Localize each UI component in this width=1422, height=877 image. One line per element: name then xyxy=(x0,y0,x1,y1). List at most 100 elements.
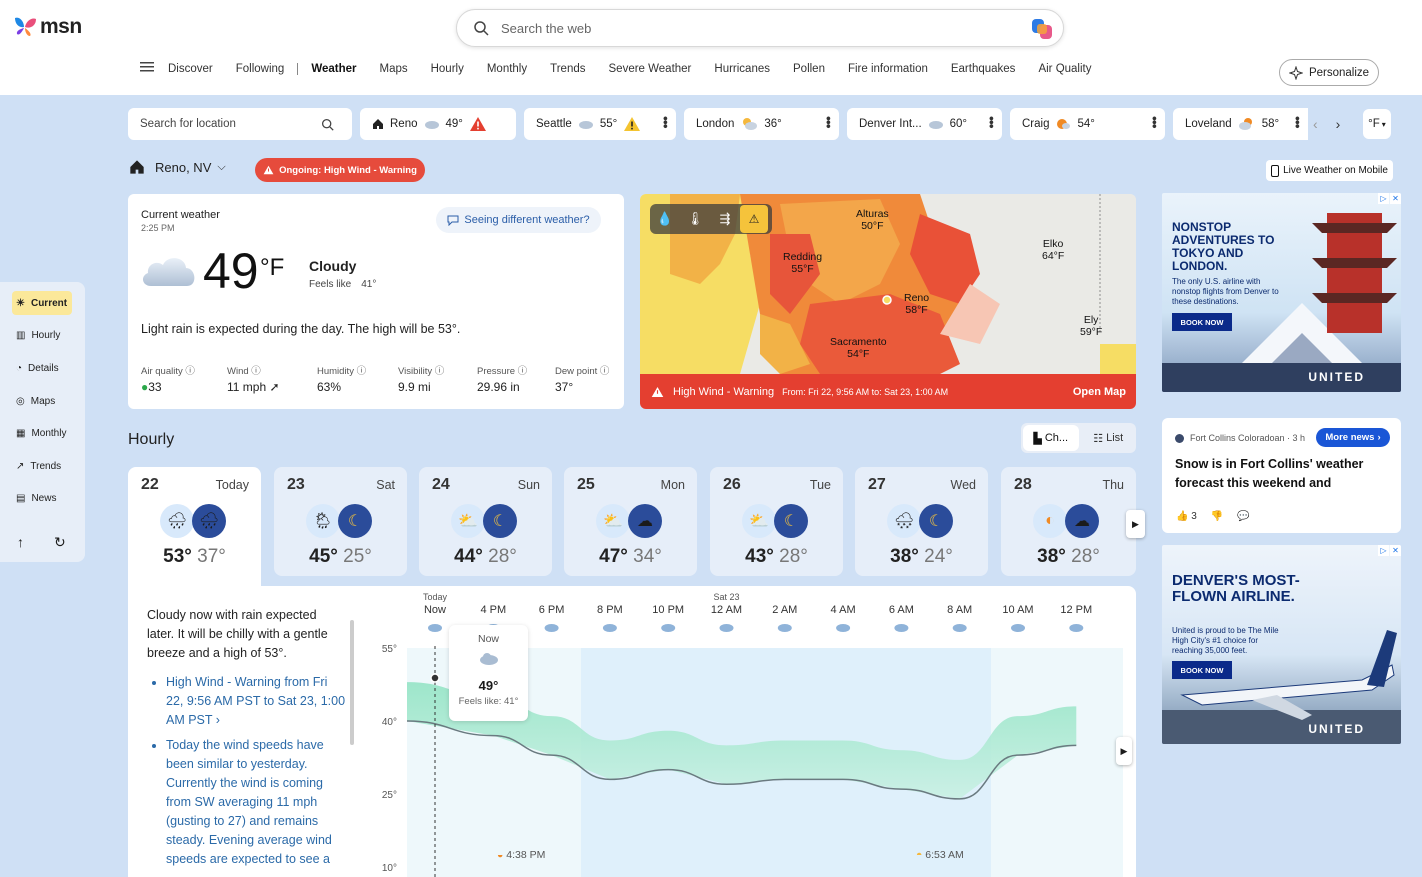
sidenav-news[interactable]: ▤ News xyxy=(16,492,57,504)
nav-discover[interactable]: Discover xyxy=(168,62,213,75)
location-card-loveland[interactable]: Loveland 58° ••• xyxy=(1173,108,1308,140)
nav-earthquakes[interactable]: Earthquakes xyxy=(950,62,1016,75)
day-card-27[interactable]: 27 Wed 🌨 ☾ 38° 24° xyxy=(855,467,988,576)
copilot-icon[interactable] xyxy=(1029,16,1055,42)
location-card-london[interactable]: London 36° ••• xyxy=(684,108,839,140)
location-card-seattle[interactable]: Seattle 55° ••• xyxy=(524,108,676,140)
day-card-22[interactable]: 22 Today 🌧 🌧 53° 37° xyxy=(128,467,261,587)
stat-pressure[interactable]: Pressure ⓘ 29.96 in xyxy=(477,363,527,394)
stat-visibility[interactable]: Visibility ⓘ 9.9 mi xyxy=(398,363,444,394)
more-options-icon[interactable]: ••• xyxy=(1147,116,1163,128)
comment-icon[interactable]: 💬 xyxy=(1237,511,1250,522)
city-selector[interactable]: Reno, NV ⌵ xyxy=(129,159,226,175)
stat-label: Dew point xyxy=(555,366,598,377)
nav-hurricanes[interactable]: Hurricanes xyxy=(714,62,770,75)
thumbs-up-icon[interactable]: 👍 3 xyxy=(1176,511,1197,522)
refresh-icon[interactable]: ↻ xyxy=(54,534,66,550)
location-temp: 58° xyxy=(1261,118,1280,130)
more-options-icon[interactable]: ••• xyxy=(1290,116,1306,128)
day-card-23[interactable]: 23 Sat 🌦 ☾ 45° 25° xyxy=(274,467,407,576)
msn-logo[interactable]: msn xyxy=(12,14,82,40)
close-icon[interactable]: ✕ xyxy=(1390,193,1401,204)
location-card-reno[interactable]: Reno 49° xyxy=(360,108,516,140)
day-card-28[interactable]: 28 Thu ◐ ☁ 38° 28° xyxy=(1001,467,1136,576)
ad-info-icon[interactable]: ▷ xyxy=(1378,193,1389,204)
chevron-down-icon: ⌵ xyxy=(217,160,226,173)
ad-choices[interactable]: ▷ ✕ xyxy=(1378,545,1401,556)
nav-hourly[interactable]: Hourly xyxy=(430,62,464,75)
scroll-top-icon[interactable]: ↑ xyxy=(17,534,24,550)
ad-choices[interactable]: ▷ ✕ xyxy=(1378,193,1401,204)
more-options-icon[interactable]: ••• xyxy=(984,116,1000,128)
search-input[interactable] xyxy=(501,20,981,36)
close-icon[interactable]: ✕ xyxy=(1390,545,1401,556)
day-card-24[interactable]: 24 Sun ⛅ ☾ 44° 28° xyxy=(419,467,552,576)
news-headline[interactable]: Snow is in Fort Collins' weather forecas… xyxy=(1175,457,1364,490)
more-options-icon[interactable]: ••• xyxy=(658,116,674,128)
alert-badge[interactable]: Ongoing: High Wind - Warning xyxy=(255,158,425,182)
hour-weather-icon xyxy=(1011,624,1025,632)
location-search-input[interactable]: Search for location xyxy=(128,108,352,140)
ad-info-icon[interactable]: ▷ xyxy=(1378,545,1389,556)
wind-layer-icon[interactable]: ⇶ xyxy=(719,211,731,226)
nav-air-quality[interactable]: Air Quality xyxy=(1038,62,1092,75)
sidenav-maps[interactable]: ◎ Maps xyxy=(16,395,56,407)
ad-book-now-button[interactable]: BOOK NOW xyxy=(1172,313,1232,331)
more-news-button[interactable]: More news › xyxy=(1316,428,1390,447)
open-map-link[interactable]: Open Map xyxy=(1072,385,1126,398)
sidenav-current[interactable]: ☀ Current xyxy=(12,291,72,315)
narrative-scrollbar[interactable] xyxy=(350,620,354,745)
nav-fire-information[interactable]: Fire information xyxy=(847,62,928,75)
nav-weather[interactable]: Weather xyxy=(311,62,357,75)
rain-cloud-icon: 🌧 xyxy=(160,504,194,538)
nav-following[interactable]: Following xyxy=(235,62,285,75)
precipitation-layer-icon[interactable]: 💧 xyxy=(656,211,674,226)
x-hour-label: 4 PM xyxy=(480,604,506,616)
ad-banner-tokyo[interactable]: NONSTOP ADVENTURES TO TOKYO AND LONDON. … xyxy=(1162,193,1401,392)
nav-trends[interactable]: Trends xyxy=(550,62,586,75)
temperature-layer-icon[interactable]: 🌡 xyxy=(686,211,704,226)
web-search-box[interactable] xyxy=(456,9,1064,47)
map-alert-range: From: Fri 22, 9:56 AM to: Sat 23, 1:00 A… xyxy=(782,386,949,397)
stat-humidity[interactable]: Humidity ⓘ 63% xyxy=(317,363,366,394)
sidenav-monthly[interactable]: ▦ Monthly xyxy=(16,427,67,439)
more-options-icon[interactable]: ••• xyxy=(821,116,837,128)
nav-pollen[interactable]: Pollen xyxy=(793,62,825,75)
news-card[interactable]: Fort Collins Coloradoan · 3 h More news ›… xyxy=(1162,418,1401,533)
chevron-left-icon[interactable]: ‹ xyxy=(1313,116,1318,132)
nav-maps[interactable]: Maps xyxy=(379,62,408,75)
bullet-wind-warning[interactable]: High Wind - Warning from Fri 22, 9:56 AM… xyxy=(166,673,348,730)
chart-view-tab[interactable]: ▙ Ch... xyxy=(1023,425,1079,451)
sidenav-details[interactable]: ◔ Details xyxy=(16,362,59,374)
sidenav-trends[interactable]: ↗ Trends xyxy=(16,460,62,472)
unit-toggle-button[interactable]: °F ▾ xyxy=(1363,109,1391,139)
stat-air-quality[interactable]: Air quality ⓘ ●33 xyxy=(141,363,195,394)
location-card-denver[interactable]: Denver Int... 60° ••• xyxy=(847,108,1002,140)
thumbs-down-icon[interactable]: 👎 xyxy=(1210,511,1224,522)
ad-banner-denver[interactable]: DENVER'S MOST-FLOWN AIRLINE. United is p… xyxy=(1162,545,1401,744)
next-days-button[interactable]: ▶ xyxy=(1126,510,1145,538)
weather-map[interactable]: 💧 🌡 ⇶ ⚠ Alturas 50°F Redding 55°F Elko 64°F… xyxy=(640,194,1136,409)
ad-book-now-button[interactable]: BOOK NOW xyxy=(1172,661,1232,679)
chevron-right-icon: › xyxy=(1377,432,1381,443)
location-name: Denver Int... xyxy=(859,118,922,130)
day-card-26[interactable]: 26 Tue ⛅ ☾ 43° 28° xyxy=(710,467,843,576)
chart-next-button[interactable]: ▶ xyxy=(1116,737,1132,765)
list-view-tab[interactable]: ☷ List xyxy=(1093,432,1124,445)
nav-severe-weather[interactable]: Severe Weather xyxy=(608,62,692,75)
seeing-different-weather-button[interactable]: Seeing different weather? xyxy=(436,207,601,233)
personalize-button[interactable]: Personalize xyxy=(1279,59,1379,86)
day-card-25[interactable]: 25 Mon ⛅ ☁ 47° 34° xyxy=(564,467,697,576)
ad-brand: UNITED xyxy=(1308,722,1365,736)
chevron-right-icon[interactable]: › xyxy=(1335,116,1341,132)
nav-monthly[interactable]: Monthly xyxy=(486,62,528,75)
alert-layer-icon[interactable]: ⚠ xyxy=(740,205,768,233)
map-alert-bar[interactable]: High Wind - Warning From: Fri 22, 9:56 A… xyxy=(640,374,1136,409)
stat-dew-point[interactable]: Dew point ⓘ 37° xyxy=(555,363,609,394)
location-card-craig[interactable]: Craig 54° ••• xyxy=(1010,108,1165,140)
hamburger-menu-icon[interactable] xyxy=(140,62,154,75)
stat-wind[interactable]: Wind ⓘ 11 mph ➚ xyxy=(227,363,280,394)
sidenav-hourly[interactable]: ▥ Hourly xyxy=(16,329,61,341)
live-weather-mobile-button[interactable]: Live Weather on Mobile xyxy=(1266,160,1393,181)
search-icon[interactable] xyxy=(321,118,334,131)
